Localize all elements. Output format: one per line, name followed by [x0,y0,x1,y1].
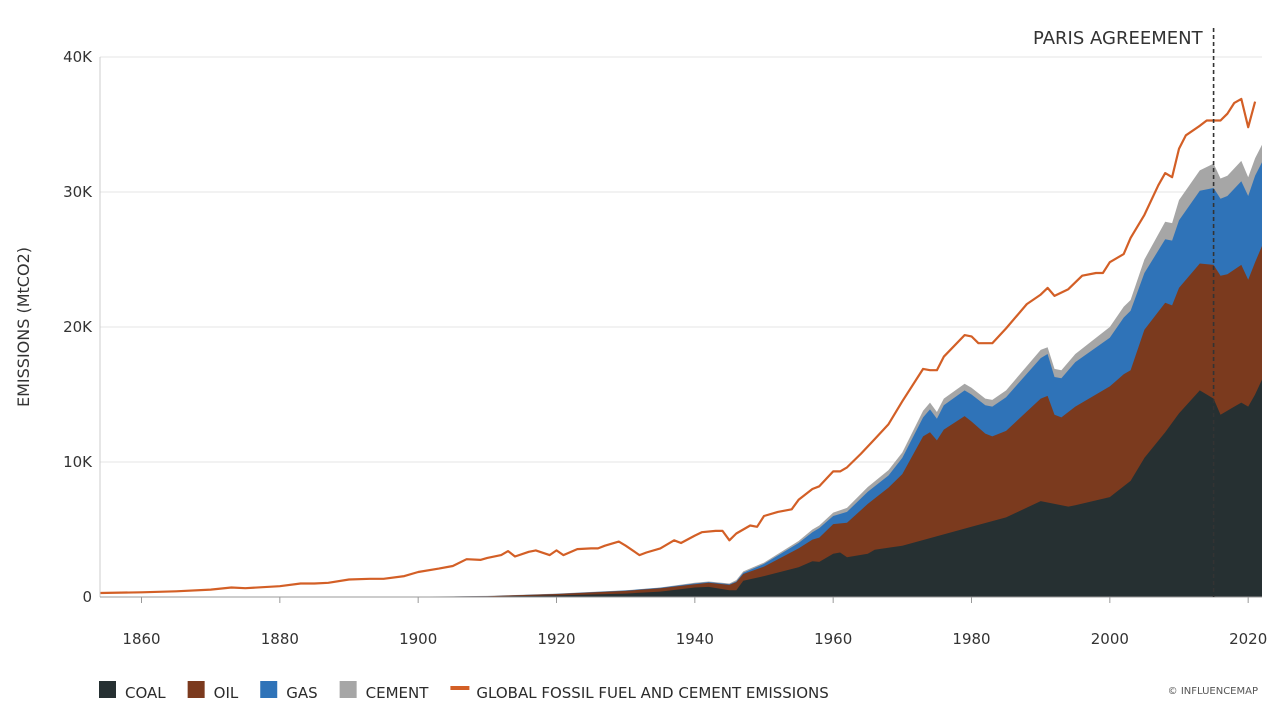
legend-label: GLOBAL FOSSIL FUEL AND CEMENT EMISSIONS [476,684,828,702]
coal-area [100,379,1262,597]
x-tick-label: 1880 [261,630,299,648]
y-tick-label: 30K [63,183,93,201]
x-tick-label: 1940 [676,630,714,648]
legend-swatch [187,681,205,698]
legend-swatch-line [450,686,470,690]
x-tick-label: 2000 [1091,630,1129,648]
legend-label: OIL [214,684,239,702]
legend-label: CEMENT [366,684,430,702]
credit-label: © INFLUENCEMAP [1168,686,1258,697]
legend-label: COAL [125,684,166,702]
y-tick-label: 40K [63,48,93,66]
x-tick-label: 2020 [1229,630,1267,648]
y-tick-label: 20K [63,318,93,336]
legend-swatch [99,681,116,698]
legend-item: COAL [99,681,166,702]
x-tick-label: 1920 [537,630,575,648]
stacked-areas [100,144,1262,598]
y-tick-label: 10K [63,453,93,471]
annotations: PARIS AGREEMENT [1033,28,1215,597]
legend-swatch [260,681,278,698]
legend: COAL OIL GAS CEMENT GLOBAL FOSSIL FUEL AND C… [99,681,829,702]
global-emissions-line [99,97,1257,595]
x-tick-label: 1960 [814,630,852,648]
legend-item: GAS [260,681,318,702]
legend-label: GAS [286,684,317,702]
x-tick-label: 1900 [399,630,437,648]
y-tick-label: 0 [82,588,92,606]
y-axis-title: EMISSIONS (MtCO2) [14,247,33,407]
legend-item: OIL [187,681,239,702]
legend-item: CEMENT [339,681,430,702]
legend-swatch [339,681,357,698]
paris-agreement-label: PARIS AGREEMENT [1033,28,1204,49]
x-tick-label: 1860 [122,630,160,648]
oil-area [100,246,1262,597]
total-emissions-line [99,97,1257,595]
x-tick-label: 1980 [952,630,990,648]
axes: 0 10K 20K 30K 40K 1860 1880 1900 1920 1940 1960 198… [14,48,1267,648]
legend-item: GLOBAL FOSSIL FUEL AND CEMENT EMISSIONS [450,684,829,702]
